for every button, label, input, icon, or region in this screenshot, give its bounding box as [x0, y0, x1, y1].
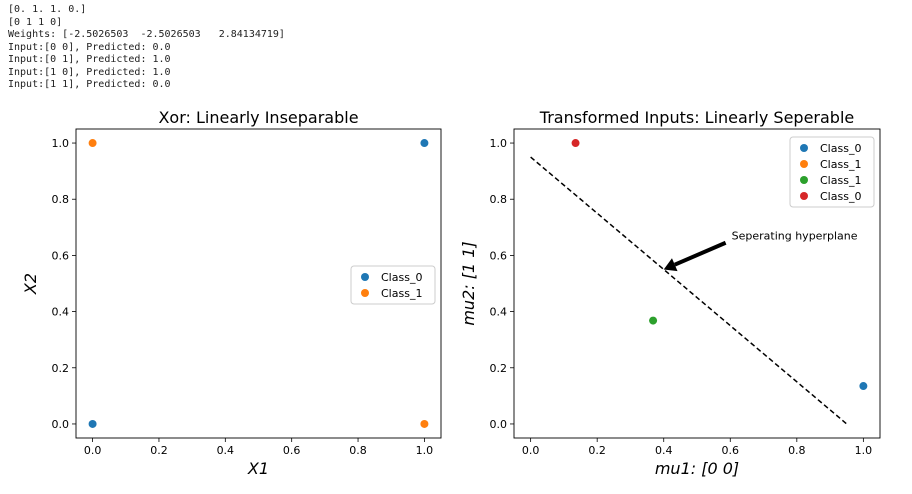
- legend-label: Class_0: [820, 190, 861, 203]
- plot-frame: [513, 128, 881, 439]
- x-tick-label: 1.0: [416, 444, 434, 457]
- x-tick-label: 0.2: [150, 444, 168, 457]
- x-axis-label: mu1: [0 0]: [655, 459, 739, 478]
- data-point: [571, 139, 580, 148]
- legend-marker: [800, 176, 808, 184]
- y-tick-label: 0.6: [52, 249, 70, 262]
- x-tick-label: 0.6: [722, 444, 740, 457]
- x-tick-label: 0.8: [788, 444, 806, 457]
- y-axis-label: X2: [21, 273, 40, 295]
- console-line: [0 1 1 0]: [8, 16, 63, 28]
- legend-marker: [800, 192, 808, 200]
- console-line: Input:[1 1], Predicted: 0.0: [8, 79, 171, 90]
- x-tick-label: 1.0: [855, 444, 873, 457]
- data-point: [859, 382, 868, 391]
- y-axis-label: mu2: [1 1]: [459, 241, 478, 325]
- legend-label: Class_0: [820, 142, 861, 155]
- data-point: [88, 139, 97, 148]
- legend-label: Class_1: [820, 158, 861, 171]
- console-line: [0. 1. 1. 0.]: [8, 4, 87, 15]
- chart-title: Transformed Inputs: Linearly Seperable: [539, 108, 854, 127]
- legend-marker: [800, 144, 808, 152]
- legend-marker: [361, 273, 369, 281]
- x-tick-label: 0.0: [84, 444, 102, 457]
- console-line: Input:[1 0], Predicted: 1.0: [8, 66, 171, 78]
- legend-label: Class_0: [381, 271, 422, 284]
- legend-marker: [800, 160, 808, 168]
- legend-label: Class_1: [820, 174, 861, 187]
- legend-label: Class_1: [381, 287, 422, 300]
- legend: Class_0 Class_1 Class_1 Class_0: [789, 136, 875, 208]
- chart-title: Xor: Linearly Inseparable: [158, 108, 358, 127]
- plot-frame: [75, 128, 442, 439]
- y-tick-label: 0.0: [52, 418, 70, 431]
- x-tick-label: 0.4: [655, 444, 673, 457]
- x-tick-label: 0.6: [283, 444, 301, 457]
- chart-1: Xor: Linearly Inseparable 0.0 0.2 0.4 0.6 0.8…: [21, 108, 442, 478]
- y-tick-label: 0.4: [52, 306, 70, 319]
- annotation-arrow-head: [663, 258, 678, 272]
- data-point: [88, 419, 97, 428]
- legend-frame: [789, 136, 875, 208]
- separating-line: [530, 156, 848, 425]
- data-point: [649, 316, 658, 325]
- annotation-arrow-shaft: [673, 240, 727, 267]
- data-point: [420, 139, 429, 148]
- annotation-text: Seperating hyperplane: [732, 230, 858, 243]
- y-tick-label: 0.4: [490, 306, 508, 319]
- y-tick-label: 1.0: [490, 137, 508, 150]
- x-tick-label: 0.2: [588, 444, 606, 457]
- console-line: Input:[0 0], Predicted: 0.0: [8, 41, 171, 53]
- y-tick-label: 0.2: [52, 362, 70, 375]
- legend-marker: [361, 289, 369, 297]
- data-point: [420, 419, 429, 428]
- x-tick-label: 0.0: [522, 444, 540, 457]
- x-tick-label: 0.8: [349, 444, 367, 457]
- legend-frame: [350, 265, 436, 305]
- console-line: Weights: [-2.5026503 -2.5026503 2.841347…: [8, 29, 285, 40]
- y-tick-label: 0.8: [490, 193, 508, 206]
- x-axis-label: X1: [247, 459, 269, 478]
- chart-2: Transformed Inputs: Linearly Seperable 0.…: [459, 108, 881, 478]
- console-output: [0. 1. 1. 0.] [0 1 1 0] Weights: [-2.50265…: [8, 4, 285, 92]
- y-tick-label: 1.0: [52, 137, 70, 150]
- y-tick-label: 0.2: [490, 362, 508, 375]
- legend: Class_0 Class_1: [350, 265, 436, 305]
- x-tick-label: 0.4: [217, 444, 235, 457]
- y-tick-label: 0.8: [52, 193, 70, 206]
- y-tick-label: 0.0: [490, 418, 508, 431]
- console-line: Input:[0 1], Predicted: 1.0: [8, 54, 171, 65]
- y-tick-label: 0.6: [490, 249, 508, 262]
